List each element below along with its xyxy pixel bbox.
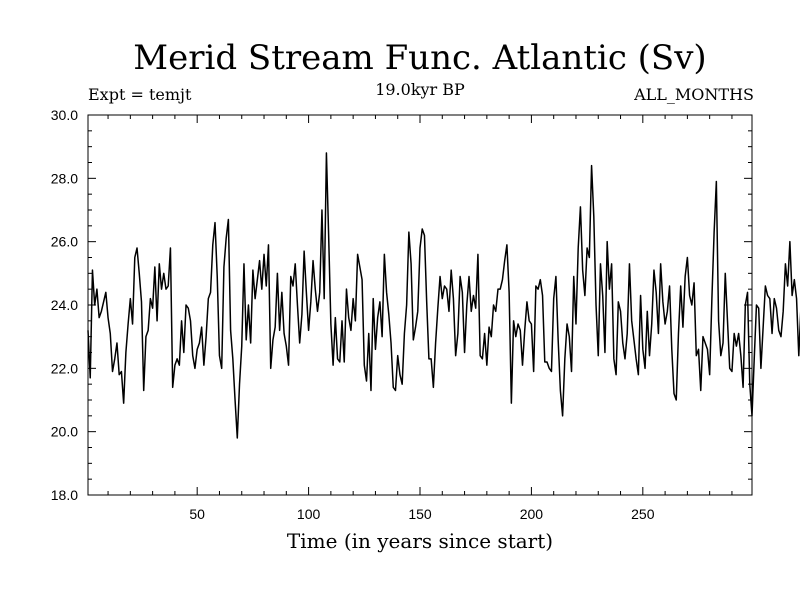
series-line [87, 152, 800, 439]
y-tick-label: 30.0 [51, 107, 78, 123]
y-tick-label: 28.0 [51, 170, 78, 186]
series-group [87, 152, 800, 439]
y-tick-label: 20.0 [51, 424, 78, 440]
y-tick-label: 26.0 [51, 234, 78, 250]
chart-subtitle: 19.0kyr BP [375, 80, 465, 99]
y-tick-label: 22.0 [51, 360, 78, 376]
y-tick-label: 24.0 [51, 297, 78, 313]
x-tick-label: 250 [631, 506, 655, 522]
x-tick-label: 50 [189, 506, 205, 522]
axis-ticks: 18.0 20.0 22.0 24.0 26.0 28.0 30.0 50 100 150 200 2… [51, 107, 752, 522]
months-label: ALL_MONTHS [634, 85, 754, 104]
x-tick-label: 200 [520, 506, 544, 522]
y-tick-label: 18.0 [51, 487, 78, 503]
x-axis-title: Time (in years since start) [287, 529, 553, 553]
experiment-label: Expt = temjt [88, 85, 192, 104]
x-tick-label: 150 [408, 506, 432, 522]
chart-title: Merid Stream Func. Atlantic (Sv) [133, 38, 707, 78]
x-tick-label: 100 [297, 506, 321, 522]
